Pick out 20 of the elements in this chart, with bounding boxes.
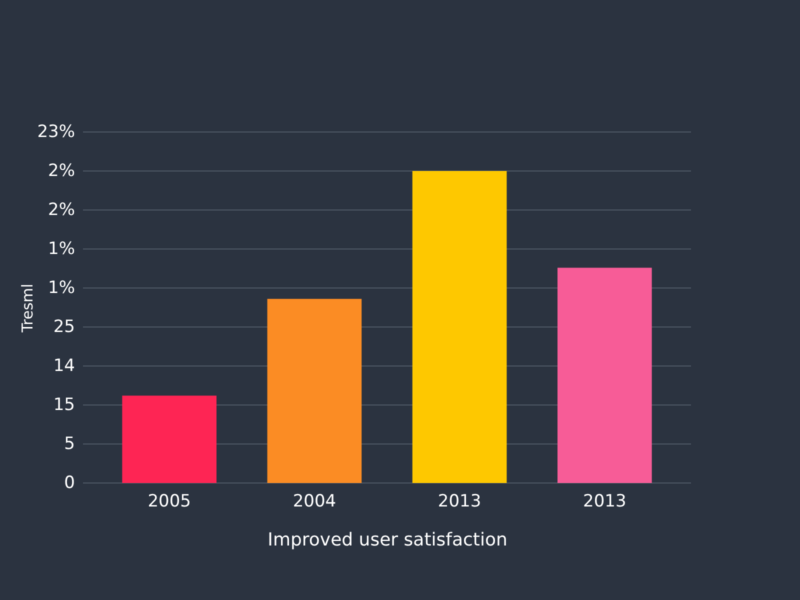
text: 2% (48, 161, 75, 181)
text: 23% (37, 122, 75, 142)
bar (412, 171, 507, 483)
x-tick-label: 2013 (583, 492, 626, 512)
bar (122, 396, 216, 483)
y-axis-title: Tresml (18, 284, 36, 334)
text: 0 (64, 473, 75, 493)
text: 2% (48, 200, 75, 220)
text: 14 (53, 356, 75, 376)
text: 1% (48, 239, 75, 259)
x-axis-title: Improved user satisfaction (268, 530, 508, 550)
bar (267, 298, 362, 483)
text: 15 (53, 395, 75, 415)
x-tick-label: 2004 (292, 492, 336, 512)
bar (558, 268, 652, 483)
x-tick-label: 2013 (438, 492, 482, 512)
text: 5 (64, 434, 75, 454)
x-tick-label: 2005 (148, 492, 191, 512)
text: 25 (53, 317, 75, 337)
text: 1% (48, 278, 75, 298)
